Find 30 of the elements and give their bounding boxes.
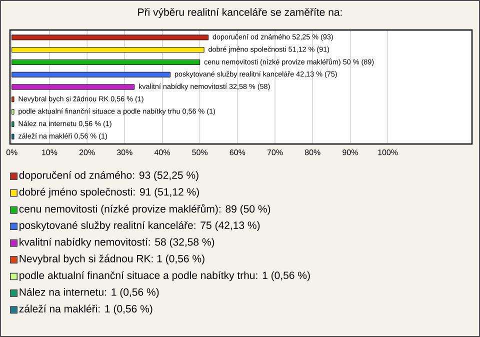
text: Nevybral bych si žádnou RK: 1 (0,56 %) [20,254,204,264]
text: záleží na makléři: 1 (0,56 %) [19,304,152,315]
x-tick-label: 20% [79,150,95,156]
x-tick-label: 30% [116,150,132,156]
bar [12,134,14,140]
x-tick-label: 10% [42,150,58,156]
text: dobré jméno společnosti: 91 (51,12 %) [19,188,199,198]
bar [12,121,14,127]
text: kvalitní nabídky nemovitostí: 58 (32,58 %) [20,238,214,248]
bar [12,72,171,78]
x-tick-label: 80% [304,150,320,156]
bar [12,34,209,40]
chart-title: Při výběru realitní kanceláře se zaměříte na: [138,8,342,18]
bar [12,109,14,115]
x-tick-label: 40% [154,150,170,156]
text: Nález na internetu: 1 (0,56 %) [20,288,159,298]
bar [12,59,200,65]
x-tick-label: 90% [342,150,358,156]
x-tick-label: 60% [230,150,246,156]
bar [12,47,204,53]
text: doporučení od známého: 93 (52,25 %) [19,171,198,181]
text: podle aktualní finanční situace a podle nabítky trhu: 1 (0,56 %) [20,271,310,282]
x-tick-label: 100% [378,150,398,156]
text: poskytované služby realitní kanceláře: 75 (42,13 %) [20,221,260,232]
x-tick-label: 70% [267,150,283,156]
bar [12,84,135,90]
x-tick-label: 0% [6,150,18,156]
text: cenu nemovitosti (nízké provize makléřům): 89 (50 %) [19,204,270,215]
x-tick-label: 50% [192,150,208,156]
bar [12,96,14,102]
